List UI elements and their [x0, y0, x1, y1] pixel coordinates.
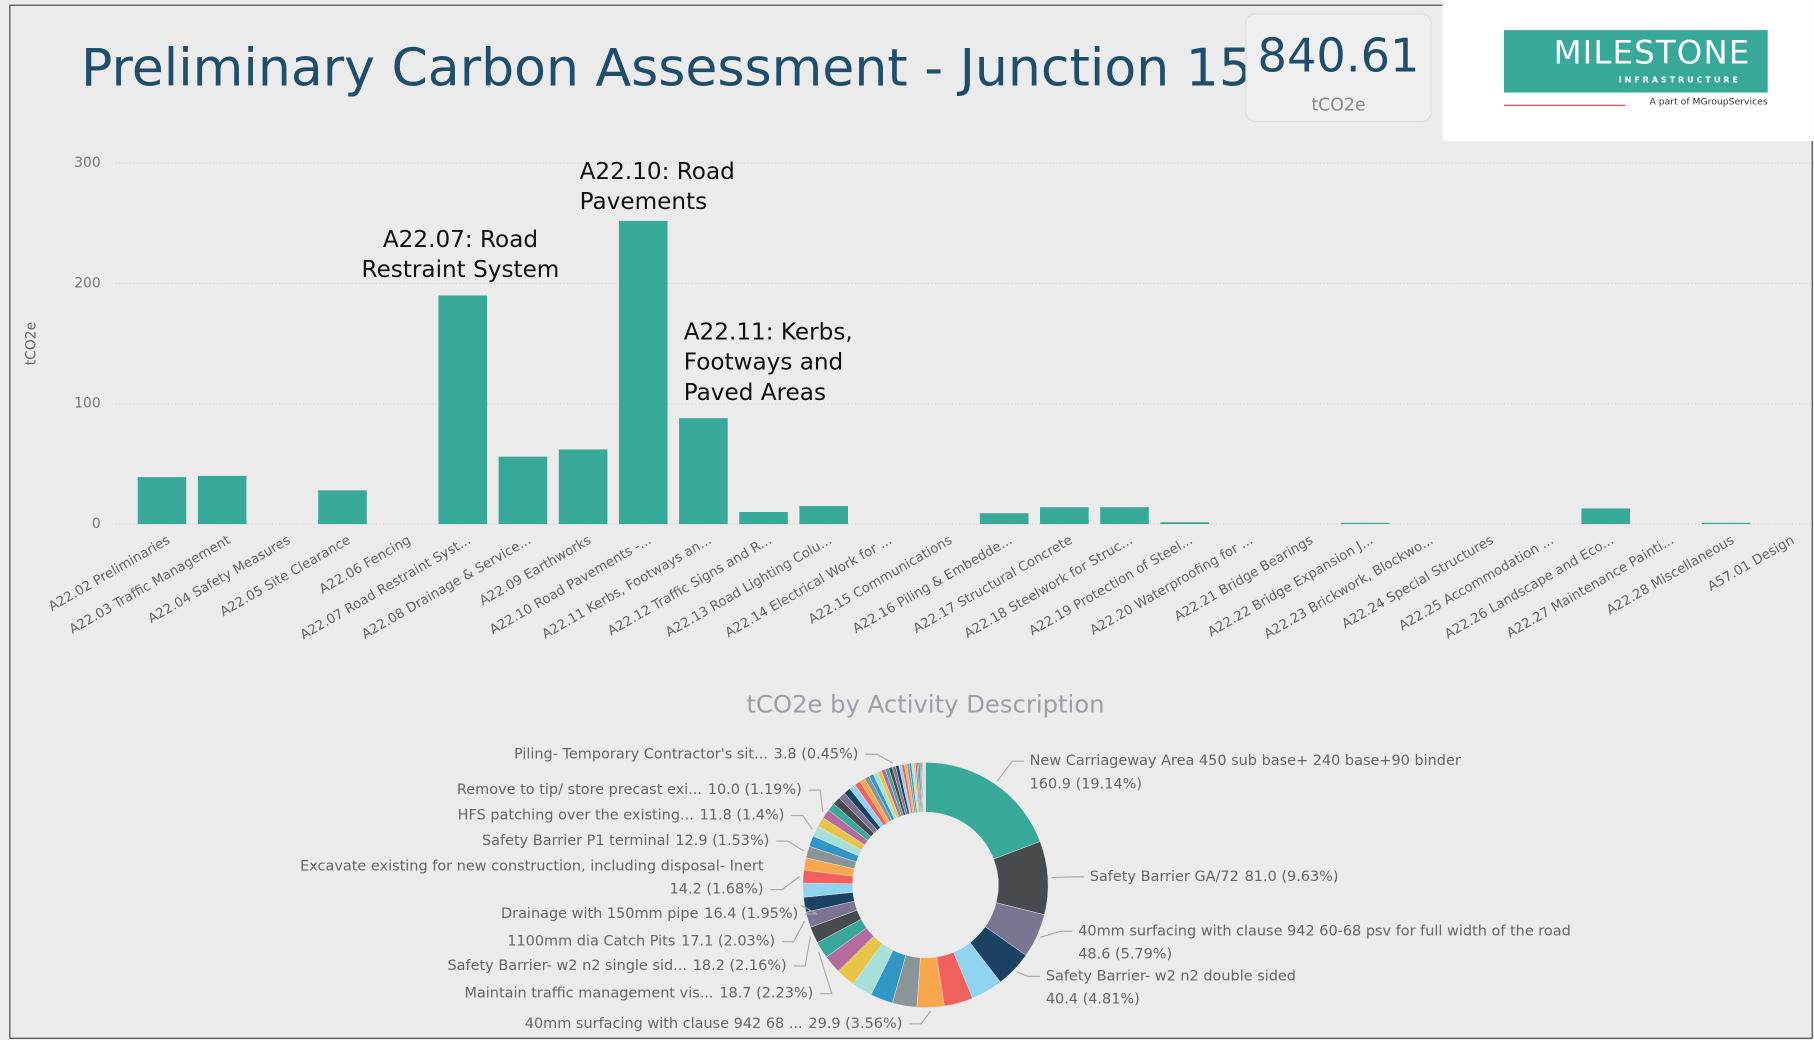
slice-value: 81.0 (9.63%) [1245, 869, 1339, 885]
bar [438, 295, 488, 525]
slice-value: 160.9 (19.14%) [1030, 776, 1142, 792]
bar [137, 477, 187, 525]
bar [1100, 507, 1149, 525]
annotation: A22.11: Kerbs, [684, 320, 853, 346]
bar [739, 512, 788, 525]
bar [979, 513, 1029, 525]
bar [799, 506, 849, 525]
leader-line [782, 920, 806, 943]
bar [1701, 522, 1751, 525]
bar [558, 449, 608, 525]
slice-label: New Carriageway Area 450 sub base+ 240 b… [1030, 753, 1461, 792]
leader-line [818, 951, 833, 995]
y-tick-label: 300 [74, 155, 100, 171]
slice-value: 14.2 (1.68%) [670, 882, 764, 898]
kpi-label: tCO2e [1311, 95, 1365, 115]
slice-label: Safety Barrier- w2 n2 single sid... 18.2 … [448, 958, 787, 974]
annotation: A22.07: Road [383, 227, 538, 253]
slice-label: Safety Barrier- w2 n2 double sided 40.4 (… [1046, 968, 1296, 1007]
bar [1340, 522, 1390, 525]
leader-line [1051, 876, 1084, 879]
title: Preliminary Carbon Assessment - Junction… [81, 39, 1252, 99]
slice-name: Remove to tip/ store precast exi... [457, 782, 702, 798]
y-tick-label: 100 [74, 396, 100, 412]
slice-name: Excavate existing for new construction, … [300, 858, 764, 874]
leader-line [800, 904, 818, 915]
bar [1160, 522, 1209, 525]
annotation: Paved Areas [684, 380, 826, 406]
leader-line [1040, 930, 1073, 938]
logo-badge [1503, 30, 1768, 93]
slice-value: 17.1 (2.03%) [681, 934, 775, 950]
slice-value: 29.9 (3.56%) [808, 1016, 902, 1032]
bar [1040, 507, 1089, 525]
slice-label: HFS patching over the existing... 11.8 (1… [458, 808, 785, 824]
slice-name: 1100mm dia Catch Pits [507, 934, 675, 950]
slice-name: 40mm surfacing with clause 942 60-68 psv… [1078, 923, 1571, 939]
logo-tagline: A part of MGroupServices [1650, 96, 1768, 107]
leader-line [793, 936, 811, 967]
slice-label: 40mm surfacing with clause 942 68 ... 29.… [525, 1016, 903, 1032]
slice-label: Excavate existing for new construction, … [300, 858, 764, 897]
slice-label: 40mm surfacing with clause 942 60-68 psv… [1078, 923, 1571, 962]
slice-label: Piling- Temporary Contractor's sit... 3.8… [514, 746, 858, 762]
annotation: Pavements [580, 189, 708, 215]
leader-line [791, 814, 813, 830]
bar [1581, 508, 1631, 525]
logo-sub: INFRASTRUCTURE [1619, 74, 1741, 84]
leader-line [808, 789, 824, 812]
leader-line [865, 753, 894, 764]
donut-title: tCO2e by Activity Description [747, 690, 1105, 719]
slice-name: Safety Barrier- w2 n2 single sid... [448, 958, 687, 974]
slice-value: 11.8 (1.4%) [700, 808, 785, 824]
kpi-value: 840.61 [1258, 28, 1420, 82]
slice-value: 18.2 (2.16%) [693, 958, 787, 974]
slice-label: Remove to tip/ store precast exi... 10.0 … [457, 782, 802, 798]
bar [679, 418, 728, 525]
slice-name: Drainage with 150mm pipe [501, 906, 699, 922]
slice-label: Drainage with 150mm pipe 16.4 (1.95%) [501, 906, 798, 922]
leader-line [1016, 971, 1041, 977]
annotation: Restraint System [362, 257, 560, 283]
slice-value: 10.0 (1.19%) [708, 782, 802, 798]
slice-value: 3.8 (0.45%) [774, 746, 859, 762]
slice-name: 40mm surfacing with clause 942 68 ... [525, 1016, 803, 1032]
slice-value: 16.4 (1.95%) [704, 906, 798, 922]
slice-value: 40.4 (4.81%) [1046, 992, 1140, 1008]
slice-label: Maintain traffic management vis... 18.7 (… [464, 986, 813, 1002]
logo-name: MILESTONE [1554, 33, 1751, 71]
bar [318, 490, 367, 525]
frame [9, 4, 1813, 1039]
leader-line [770, 875, 801, 891]
slice-name: Piling- Temporary Contractor's sit... [514, 746, 768, 762]
slice-name: Maintain traffic management vis... [464, 986, 713, 1002]
slice-label: 1100mm dia Catch Pits 17.1 (2.03%) [507, 934, 775, 950]
kpi-card [1245, 13, 1432, 123]
slice-value: 18.7 (2.23%) [719, 986, 813, 1002]
leader-line [909, 1010, 932, 1025]
leader-line [996, 760, 1024, 782]
slice-value: 12.9 (1.53%) [675, 833, 769, 849]
slice-label: Safety Barrier GA/72 81.0 (9.63%) [1090, 869, 1339, 885]
y-tick-label: 200 [74, 275, 100, 291]
y-tick-label: 0 [92, 516, 101, 532]
slice-label: Safety Barrier P1 terminal 12.9 (1.53%) [482, 833, 769, 849]
slice-name: HFS patching over the existing... [458, 808, 694, 824]
slice-name: Safety Barrier- w2 n2 double sided [1046, 968, 1296, 984]
slice-value: 48.6 (5.79%) [1078, 946, 1172, 962]
annotation: A22.10: Road [580, 159, 735, 185]
slice-name: Safety Barrier GA/72 [1090, 869, 1239, 885]
slice-name: Safety Barrier P1 terminal [482, 833, 670, 849]
bar [618, 220, 668, 525]
bar [197, 475, 247, 525]
y-axis-label: tCO2e [23, 322, 39, 365]
slice-name: New Carriageway Area 450 sub base+ 240 b… [1030, 753, 1461, 769]
annotation: Footways and [684, 350, 844, 376]
bar [498, 456, 548, 525]
leader-line [776, 840, 805, 852]
